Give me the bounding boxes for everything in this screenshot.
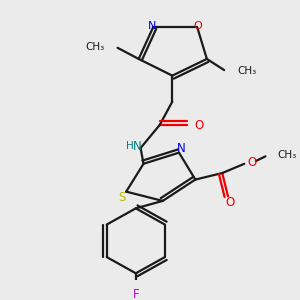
- Text: O: O: [225, 196, 235, 209]
- Text: CH₃: CH₃: [85, 42, 104, 52]
- Text: N: N: [177, 142, 185, 154]
- Text: H: H: [126, 141, 134, 151]
- Text: S: S: [119, 191, 126, 204]
- Text: F: F: [133, 288, 139, 300]
- Text: O: O: [247, 156, 256, 170]
- Text: O: O: [194, 119, 204, 132]
- Text: N: N: [133, 140, 142, 153]
- Text: O: O: [194, 20, 203, 31]
- Text: CH₃: CH₃: [238, 66, 257, 76]
- Text: CH₃: CH₃: [277, 149, 296, 160]
- Text: N: N: [148, 20, 156, 31]
